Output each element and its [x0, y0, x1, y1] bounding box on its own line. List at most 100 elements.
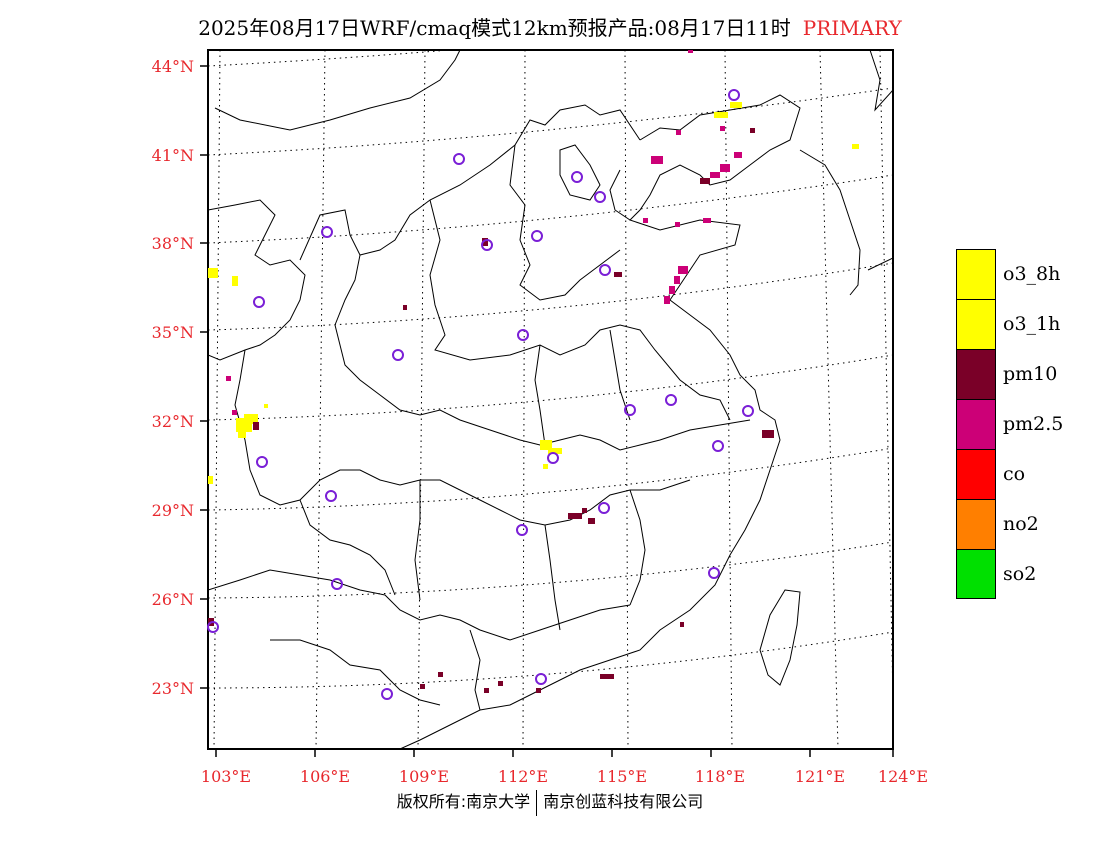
legend-label: o3_1h — [1003, 313, 1061, 335]
primary-tag: PRIMARY — [802, 16, 902, 40]
lon-label: 115°E — [597, 767, 647, 786]
station-marker — [531, 230, 543, 242]
o3-cell — [264, 404, 268, 408]
pollutant-legend: o3_8h o3_1h pm10 pm2.5 co no2 so2 — [956, 249, 1063, 599]
lon-label: 109°E — [399, 767, 449, 786]
legend-item-co: co — [956, 449, 1025, 499]
pm10-cell — [536, 688, 541, 693]
pm10-cell — [403, 305, 407, 310]
pm25-cell — [651, 156, 663, 164]
pm10-cell — [680, 622, 684, 627]
pm10-cell — [588, 518, 595, 524]
pm10-cell — [582, 508, 587, 513]
pm25-cell — [703, 218, 711, 223]
station-marker — [594, 191, 606, 203]
pm25-cell — [643, 218, 648, 223]
station-marker — [517, 329, 529, 341]
pm25-cell — [675, 222, 680, 227]
pm10-cell — [750, 128, 755, 133]
lon-label: 112°E — [498, 767, 548, 786]
station-marker — [728, 89, 740, 101]
o3-cell — [238, 430, 246, 438]
pm25-cell — [688, 50, 693, 53]
station-marker — [321, 226, 333, 238]
pm25-cell — [232, 410, 237, 415]
legend-label: pm2.5 — [1003, 413, 1064, 435]
o3-cell — [232, 276, 238, 286]
legend-label: pm10 — [1003, 363, 1058, 385]
pm10-cell — [438, 672, 443, 677]
o3-cell — [730, 102, 742, 108]
pm25-cell — [226, 376, 231, 381]
station-marker — [708, 567, 720, 579]
pm25-cell — [710, 172, 720, 178]
ticks — [200, 65, 894, 757]
legend-item-o3-8h: o3_8h — [956, 249, 1060, 299]
lat-label: 26°N — [152, 590, 194, 609]
pollutant-cells — [208, 50, 859, 693]
station-marker — [392, 349, 404, 361]
station-marker — [624, 404, 636, 416]
pm25-cell — [664, 296, 670, 304]
pm10-cell — [600, 674, 614, 679]
copyright-left: 版权所有:南京大学 — [396, 792, 531, 811]
lat-label: 38°N — [152, 234, 194, 253]
station-marker — [516, 524, 528, 536]
pm10-cell — [482, 238, 488, 246]
legend-item-no2: no2 — [956, 499, 1039, 549]
lat-label: 23°N — [152, 679, 194, 698]
station-marker — [331, 578, 343, 590]
station-marker — [712, 440, 724, 452]
pm10-cell — [484, 688, 489, 693]
pm25-cell — [676, 130, 681, 135]
pm25-cell — [720, 126, 725, 131]
pm10-cell — [253, 422, 259, 430]
copyright-footer: 版权所有:南京大学 南京创蓝科技有限公司 — [0, 788, 1100, 816]
legend-label: no2 — [1003, 513, 1039, 535]
station-marker — [571, 171, 583, 183]
pm10-cell — [568, 513, 582, 519]
legend-item-pm10: pm10 — [956, 349, 1057, 399]
o3-cell — [548, 448, 562, 454]
pm10-cell — [498, 681, 503, 686]
station-marker — [453, 153, 465, 165]
station-marker — [742, 405, 754, 417]
pm25-cell — [669, 286, 675, 294]
station-marker — [598, 502, 610, 514]
station-marker — [665, 394, 677, 406]
pm10-cell — [420, 684, 425, 689]
station-markers — [207, 89, 754, 700]
boundaries — [208, 50, 893, 749]
map-title: 2025年08月17日WRF/cmaq模式12km预报产品:08月17日11时 P… — [0, 12, 1100, 41]
pm25-cell — [720, 164, 730, 172]
lon-label: 118°E — [695, 767, 745, 786]
station-marker — [599, 264, 611, 276]
lon-label: 106°E — [300, 767, 350, 786]
o3-cell — [714, 112, 728, 118]
station-marker — [325, 490, 337, 502]
legend-label: o3_8h — [1003, 263, 1061, 285]
o3-cell — [244, 414, 258, 424]
lat-label: 29°N — [152, 501, 194, 520]
graticule — [208, 50, 893, 749]
station-marker — [547, 452, 559, 464]
o3-cell — [208, 476, 213, 484]
lon-label: 121°E — [795, 767, 845, 786]
o3-cell — [852, 144, 859, 149]
lon-label: 103°E — [201, 767, 251, 786]
copyright-right: 南京创蓝科技有限公司 — [543, 792, 704, 811]
station-marker — [535, 673, 547, 685]
lon-label: 124°E — [878, 767, 928, 786]
station-marker — [207, 621, 219, 633]
pm10-cell — [700, 178, 710, 184]
station-marker — [253, 296, 265, 308]
legend-label: co — [1003, 463, 1026, 485]
station-marker — [481, 239, 493, 251]
lat-label: 41°N — [152, 146, 194, 165]
station-marker — [381, 688, 393, 700]
o3-cell — [208, 268, 218, 278]
legend-item-o3-1h: o3_1h — [956, 299, 1060, 349]
pm25-cell — [678, 266, 688, 274]
pm25-cell — [674, 276, 680, 284]
